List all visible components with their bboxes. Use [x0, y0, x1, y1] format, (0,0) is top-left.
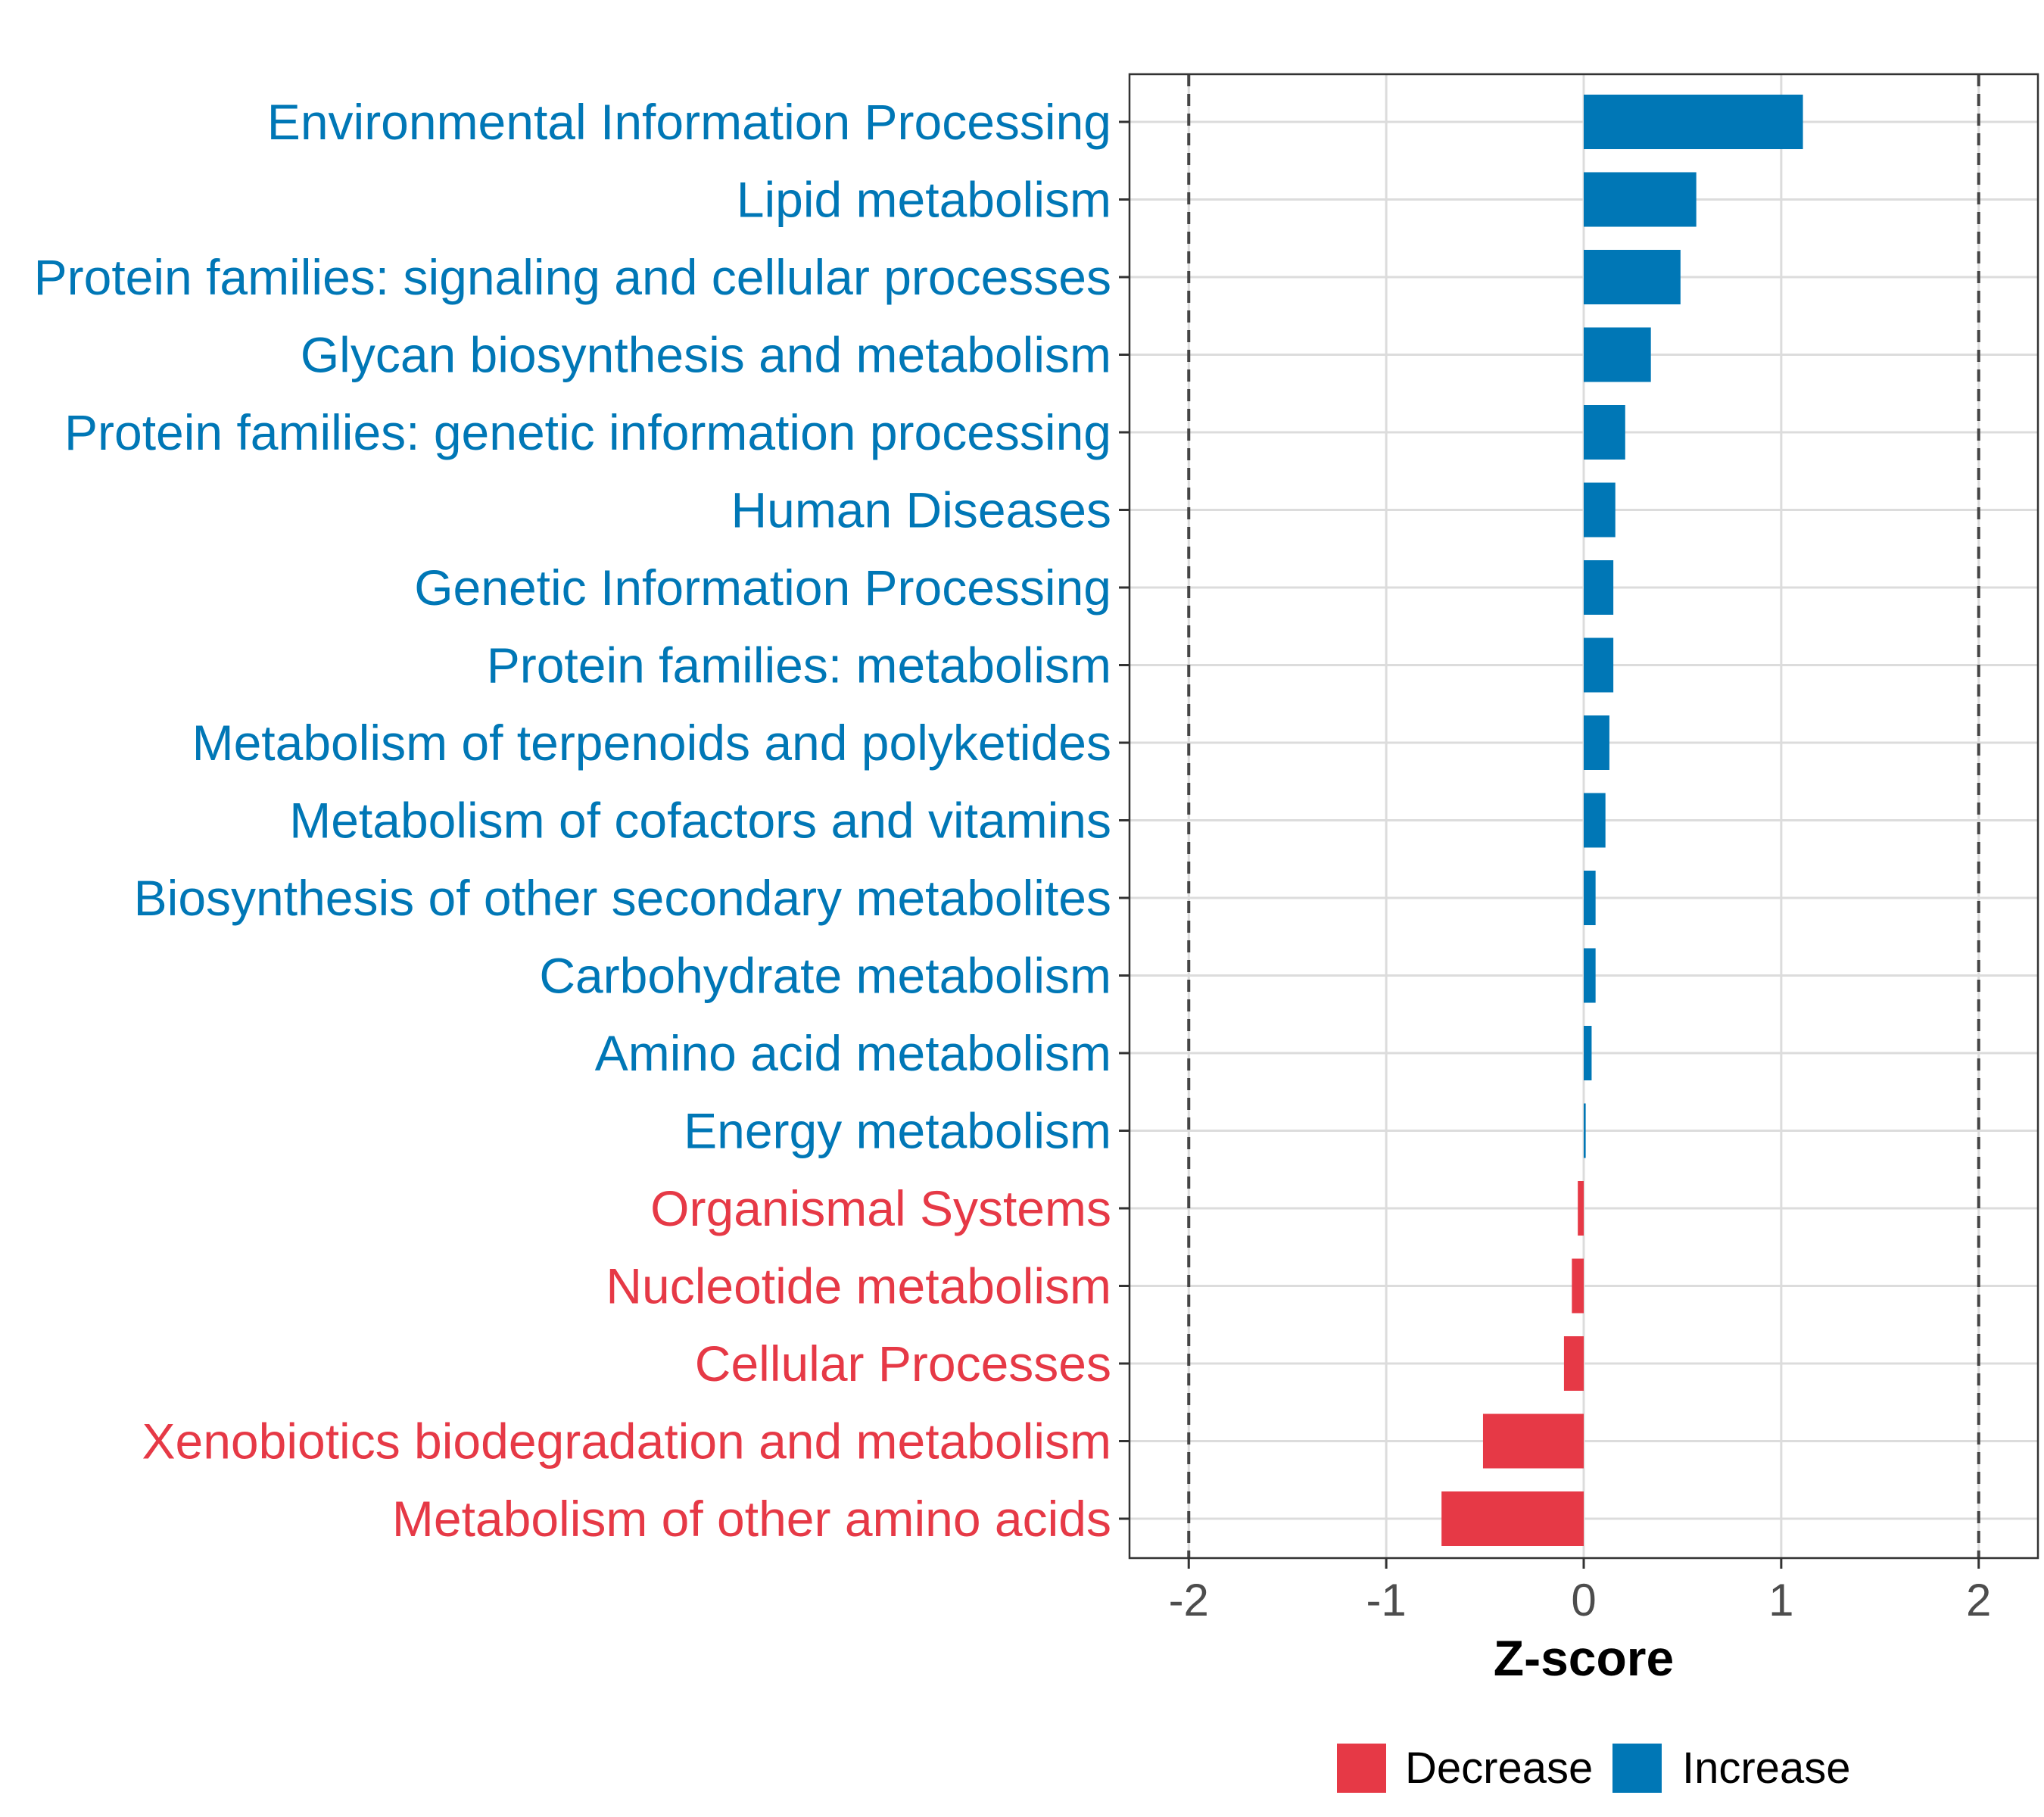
bar-protein-families-signaling-and-cellular-processes [1584, 250, 1681, 304]
bar-xenobiotics-biodegradation-and-metabolism [1482, 1413, 1584, 1469]
bar-amino-acid-metabolism [1584, 1026, 1592, 1080]
legend-swatch-increase [1612, 1744, 1662, 1793]
x-tick-label: -2 [1169, 1575, 1209, 1625]
x-tick-label: -1 [1366, 1575, 1406, 1625]
category-label-genetic-information-processing: Genetic Information Processing [414, 559, 1111, 616]
legend-label-decrease: Decrease [1405, 1744, 1593, 1793]
category-label-biosynthesis-of-other-secondary-metabolites: Biosynthesis of other secondary metaboli… [134, 870, 1111, 926]
category-label-environmental-information-processing: Environmental Information Processing [267, 94, 1111, 150]
bar-human-diseases [1584, 482, 1616, 538]
category-label-amino-acid-metabolism: Amino acid metabolism [595, 1025, 1111, 1081]
category-label-xenobiotics-biodegradation-and-metabolism: Xenobiotics biodegradation and metabolis… [142, 1413, 1112, 1469]
bar-cellular-processes [1563, 1336, 1584, 1391]
bar-metabolism-of-other-amino-acids [1441, 1491, 1584, 1546]
bar-carbohydrate-metabolism [1584, 948, 1596, 1003]
bar-biosynthesis-of-other-secondary-metabolites [1584, 871, 1596, 925]
category-label-lipid-metabolism: Lipid metabolism [737, 172, 1111, 228]
bar-glycan-biosynthesis-and-metabolism [1584, 327, 1651, 382]
legend-swatch-decrease [1337, 1744, 1386, 1793]
category-label-metabolism-of-other-amino-acids: Metabolism of other amino acids [392, 1491, 1111, 1547]
bar-nucleotide-metabolism [1572, 1258, 1584, 1314]
y-axis: Environmental Information Processing Lipi… [34, 94, 1129, 1547]
reference-lines [1187, 74, 1980, 1558]
bar-protein-families-genetic-information-processing [1584, 405, 1625, 460]
x-axis: -2 -1 0 1 2 [1169, 1558, 1991, 1625]
legend-label-increase: Increase [1682, 1744, 1850, 1793]
category-label-metabolism-of-cofactors-and-vitamins: Metabolism of cofactors and vitamins [289, 793, 1111, 849]
bar-environmental-information-processing [1584, 95, 1803, 149]
category-label-carbohydrate-metabolism: Carbohydrate metabolism [539, 948, 1111, 1004]
category-label-organismal-systems: Organismal Systems [650, 1180, 1111, 1236]
bar-lipid-metabolism [1584, 172, 1697, 227]
category-label-cellular-processes: Cellular Processes [695, 1335, 1111, 1392]
x-tick-label: 1 [1768, 1575, 1793, 1625]
category-label-metabolism-of-terpenoids-and-polyketides: Metabolism of terpenoids and polyketides [192, 715, 1111, 771]
bar-metabolism-of-terpenoids-and-polyketides [1584, 715, 1609, 770]
bar-genetic-information-processing [1584, 560, 1614, 615]
category-label-human-diseases: Human Diseases [731, 482, 1111, 538]
x-tick-label: 2 [1966, 1575, 1991, 1625]
category-label-nucleotide-metabolism: Nucleotide metabolism [606, 1258, 1111, 1314]
bar-protein-families-metabolism [1584, 637, 1614, 693]
category-label-protein-families-genetic-information-processing: Protein families: genetic information pr… [64, 404, 1111, 460]
bars-group [1441, 95, 1803, 1546]
bar-metabolism-of-cofactors-and-vitamins [1584, 793, 1606, 848]
x-axis-title: Z-score [1494, 1630, 1674, 1686]
category-label-energy-metabolism: Energy metabolism [684, 1103, 1111, 1159]
category-label-protein-families-signaling-and-cellular-processes: Protein families: signaling and cellular… [34, 249, 1111, 305]
legend: Decrease Increase [1337, 1744, 1850, 1793]
x-tick-label: 0 [1571, 1575, 1596, 1625]
bar-energy-metabolism [1584, 1103, 1586, 1158]
category-label-protein-families-metabolism: Protein families: metabolism [487, 637, 1111, 693]
bar-organismal-systems [1578, 1181, 1584, 1236]
category-label-glycan-biosynthesis-and-metabolism: Glycan biosynthesis and metabolism [301, 327, 1111, 383]
